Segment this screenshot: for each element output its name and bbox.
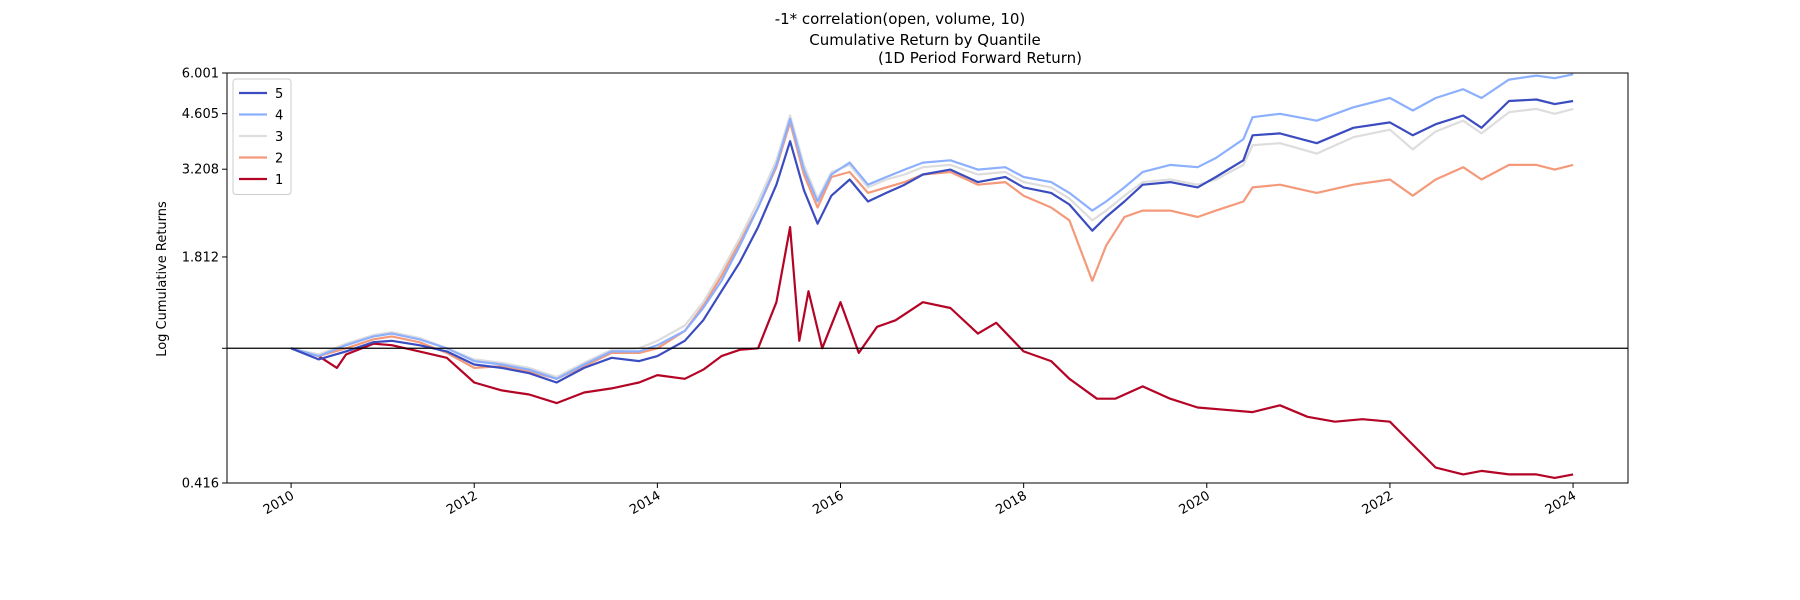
x-tick-label: 2010	[261, 488, 297, 518]
y-tick-label: 4.605	[182, 107, 219, 122]
legend-label: 2	[275, 152, 283, 167]
x-tick-label: 2014	[627, 488, 663, 518]
y-axis-label: Log Cumulative Returns	[155, 201, 170, 357]
plot-frame	[226, 72, 1629, 484]
legend-label: 1	[275, 173, 283, 188]
x-axis: 2010 2012 2014 2016 2018 2020 2022 2024	[261, 483, 1579, 518]
y-axis: 0.416 1.812 3.208 4.605 6.001	[182, 67, 227, 492]
plot-lines	[290, 73, 1574, 479]
x-tick-label: 2022	[1360, 488, 1396, 518]
y-tick-label: 1.812	[182, 250, 219, 265]
y-tick-label: 6.001	[182, 67, 219, 82]
series-line-4	[290, 73, 1574, 380]
x-tick-label: 2020	[1177, 488, 1213, 518]
x-tick-label: 2024	[1543, 488, 1579, 518]
series-line-3	[290, 107, 1574, 378]
chart-suptitle: -1* correlation(open, volume, 10)	[775, 10, 1026, 28]
y-tick-label: 0.416	[182, 477, 219, 492]
x-tick-label: 2018	[993, 488, 1029, 518]
legend-label: 3	[275, 130, 283, 145]
chart-title: Cumulative Return by Quantile	[809, 31, 1041, 49]
x-tick-label: 2016	[810, 488, 846, 518]
series-line-1	[290, 226, 1574, 479]
legend-label: 4	[275, 109, 283, 124]
y-tick-label: 3.208	[182, 163, 219, 178]
legend-label: 5	[275, 87, 283, 102]
chart-subtitle: (1D Period Forward Return)	[878, 49, 1082, 67]
legend: 5 4 3 2 1	[232, 78, 292, 195]
series-line-5	[290, 98, 1574, 384]
x-tick-label: 2012	[444, 488, 480, 518]
